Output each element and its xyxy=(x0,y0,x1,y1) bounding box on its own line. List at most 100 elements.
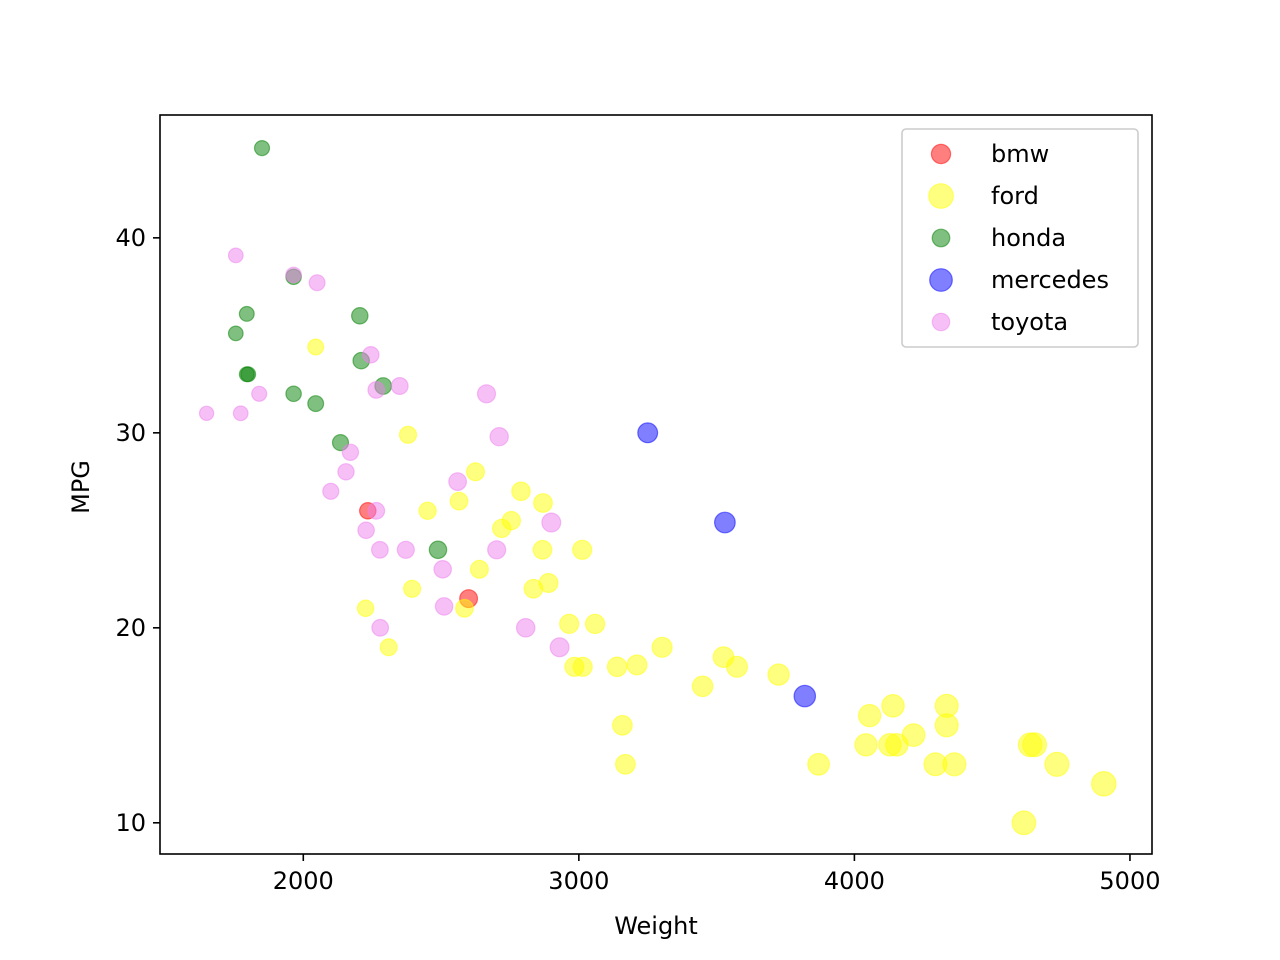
data-point-ford xyxy=(559,613,580,635)
data-point-ford xyxy=(1011,810,1037,836)
data-point-toyota xyxy=(515,617,536,638)
data-point-ford xyxy=(923,752,948,777)
data-point-ford xyxy=(854,733,878,757)
data-point-ford xyxy=(398,425,418,444)
data-point-mercedes xyxy=(714,511,736,534)
y-tick-label: 10 xyxy=(115,809,146,837)
data-point-honda xyxy=(307,395,325,413)
data-point-ford xyxy=(767,663,790,686)
legend-marker-mercedes xyxy=(929,268,953,292)
data-point-ford xyxy=(356,599,375,618)
data-point-honda xyxy=(227,325,244,342)
data-point-ford xyxy=(857,703,882,728)
data-point-honda xyxy=(428,540,448,560)
data-point-ford xyxy=(466,462,486,482)
data-point-mercedes xyxy=(637,422,659,444)
y-tick-label: 30 xyxy=(115,419,146,447)
data-point-ford xyxy=(878,732,902,757)
data-point-mercedes xyxy=(793,684,817,708)
data-point-toyota xyxy=(357,521,375,540)
x-tick-label: 4000 xyxy=(824,867,885,895)
data-point-toyota xyxy=(308,274,326,292)
legend-frame xyxy=(901,128,1139,348)
legend-marker-toyota xyxy=(931,312,951,332)
data-point-ford xyxy=(606,656,628,678)
data-point-honda xyxy=(350,306,369,325)
data-point-ford xyxy=(379,638,398,657)
data-point-ford xyxy=(1091,770,1117,797)
data-point-ford xyxy=(307,338,325,356)
data-point-ford xyxy=(511,481,531,502)
legend-label-mercedes: mercedes xyxy=(991,266,1109,294)
data-point-ford xyxy=(612,714,633,736)
data-point-ford xyxy=(807,752,830,776)
data-point-ford xyxy=(712,646,735,668)
data-point-ford xyxy=(1044,751,1070,777)
data-point-ford xyxy=(572,539,593,560)
data-point-toyota xyxy=(198,405,215,421)
data-point-toyota xyxy=(476,384,497,404)
data-point-ford xyxy=(584,613,606,635)
data-point-ford xyxy=(626,654,648,676)
legend-entries: bmw ford honda mercedes toyota xyxy=(928,140,1109,336)
y-axis-ticks: 10 20 30 40 xyxy=(115,224,160,837)
x-axis-ticks: 2000 3000 4000 5000 xyxy=(273,854,1160,895)
legend-marker-honda xyxy=(931,228,951,248)
data-point-honda xyxy=(285,385,302,403)
data-point-toyota xyxy=(541,512,562,533)
data-point-ford xyxy=(469,559,489,579)
data-point-toyota xyxy=(361,345,380,364)
data-point-ford xyxy=(615,753,636,775)
x-tick-label: 3000 xyxy=(548,867,609,895)
data-point-ford xyxy=(418,501,437,520)
data-point-ford xyxy=(564,656,585,677)
legend: bmw ford honda mercedes toyota xyxy=(901,128,1139,348)
legend-label-bmw: bmw xyxy=(991,140,1049,168)
data-point-ford xyxy=(934,693,959,718)
data-point-ford xyxy=(403,579,422,598)
data-point-toyota xyxy=(448,472,468,492)
x-axis-label: Weight xyxy=(614,912,698,940)
data-point-ford xyxy=(533,493,553,513)
data-point-toyota xyxy=(371,618,390,637)
data-point-ford xyxy=(523,578,544,599)
data-point-ford xyxy=(691,675,714,698)
data-point-toyota xyxy=(337,463,355,481)
data-point-toyota xyxy=(549,637,570,658)
data-point-honda xyxy=(238,366,255,383)
data-point-toyota xyxy=(322,482,340,500)
legend-label-toyota: toyota xyxy=(991,308,1068,336)
data-point-toyota xyxy=(341,443,360,461)
data-point-ford xyxy=(455,598,474,618)
data-point-honda xyxy=(238,305,255,322)
data-point-ford xyxy=(881,693,905,718)
legend-label-ford: ford xyxy=(991,182,1039,210)
data-point-ford xyxy=(449,491,469,511)
legend-marker-bmw xyxy=(930,143,952,165)
data-point-toyota xyxy=(433,559,452,579)
data-point-ford xyxy=(651,636,673,658)
legend-marker-ford xyxy=(928,183,954,209)
data-point-toyota xyxy=(390,377,409,396)
plot-area-frame xyxy=(159,114,1153,855)
data-points-layer xyxy=(198,140,1117,836)
y-tick-label: 20 xyxy=(115,614,146,642)
y-tick-label: 40 xyxy=(115,224,146,252)
data-point-toyota xyxy=(367,501,386,520)
data-point-ford xyxy=(492,518,512,539)
legend-label-honda: honda xyxy=(991,224,1066,252)
data-point-toyota xyxy=(367,381,386,399)
data-point-ford xyxy=(532,539,553,560)
y-axis-label: MPG xyxy=(67,460,95,514)
data-point-toyota xyxy=(371,540,389,559)
data-point-toyota xyxy=(487,540,507,560)
data-point-toyota xyxy=(396,540,415,559)
data-point-ford xyxy=(1017,732,1043,758)
data-point-toyota xyxy=(232,405,249,422)
data-point-toyota xyxy=(285,266,302,284)
x-tick-label: 5000 xyxy=(1099,867,1160,895)
data-point-toyota xyxy=(251,385,268,402)
data-point-honda xyxy=(253,140,271,157)
x-tick-label: 2000 xyxy=(273,867,334,895)
